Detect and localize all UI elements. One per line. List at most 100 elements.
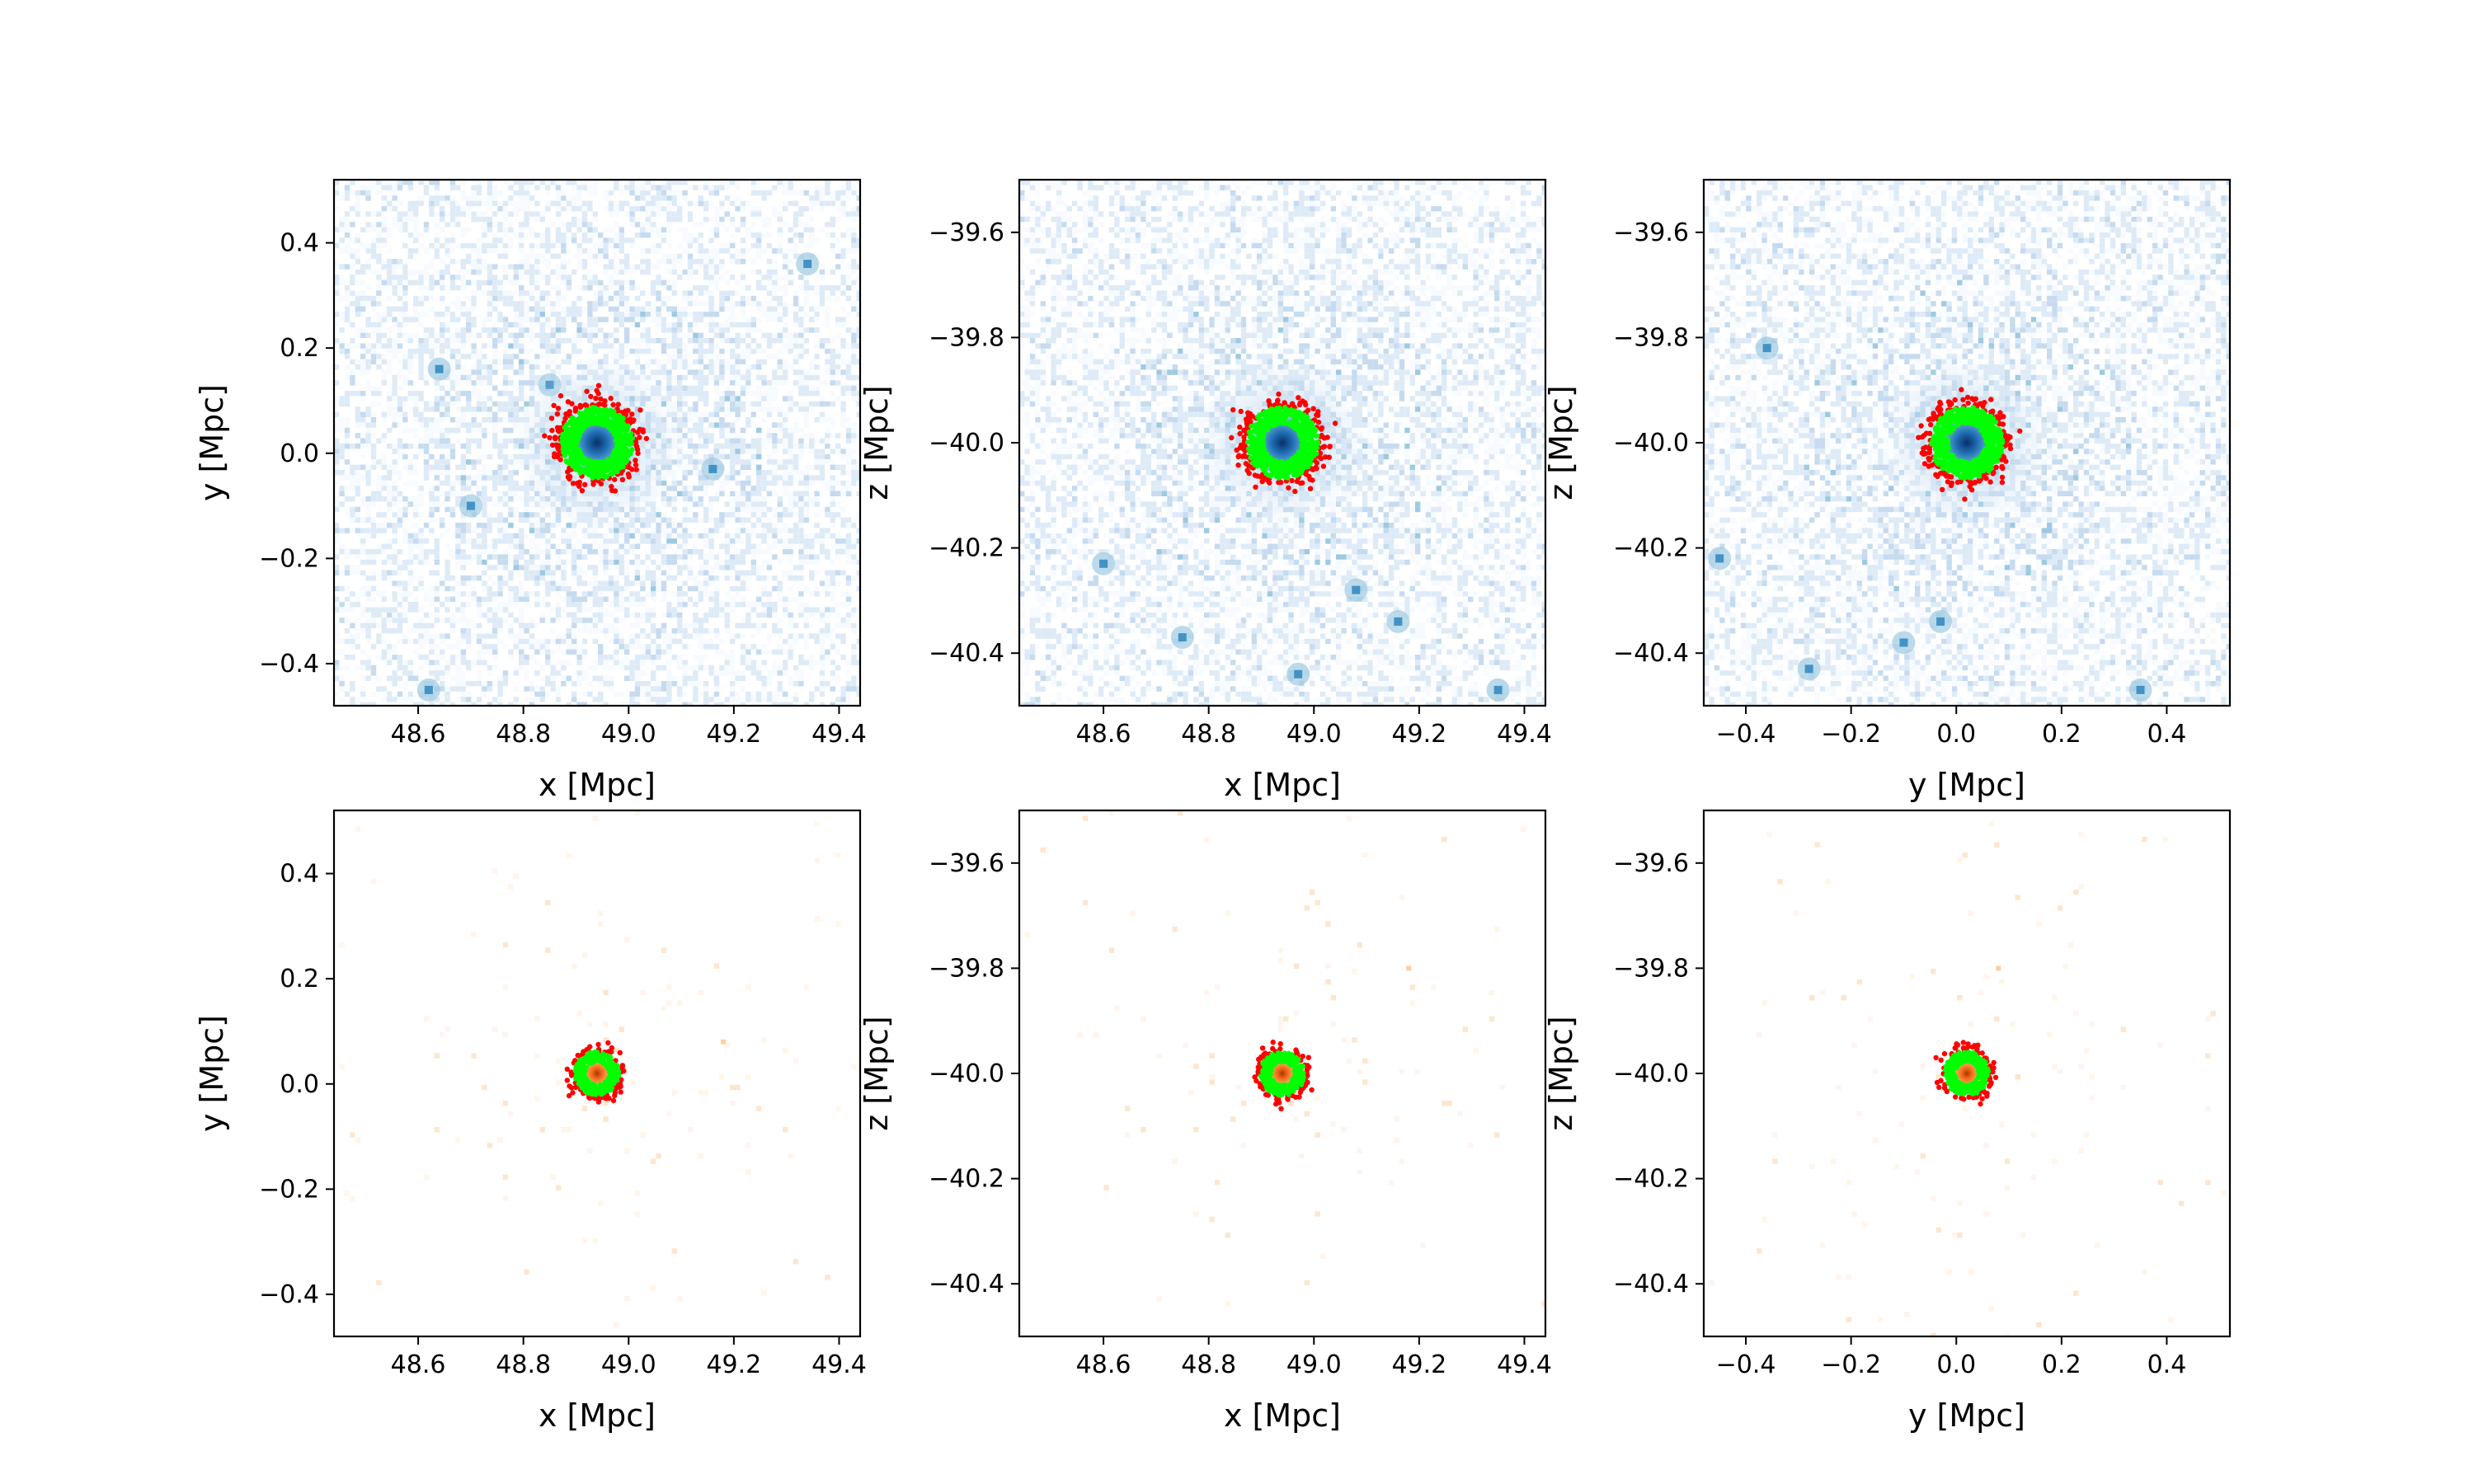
density-cell [608,242,614,249]
density-cell [666,306,672,312]
density-cell [745,517,751,523]
density-cell [365,348,371,355]
density-cell [381,486,387,491]
density-cell [825,380,830,386]
density-cell [698,396,703,402]
density-cell [783,438,788,444]
density-cell [772,512,778,518]
density-cell [455,491,461,496]
density-cell [407,253,413,259]
density-cell [614,554,619,560]
density-cell [766,396,773,402]
density-cell [440,575,445,581]
density-cell [851,259,857,265]
density-cell [355,433,360,439]
density-cell [555,253,562,259]
density-cell [750,211,756,217]
density-cell [598,554,604,560]
density-cell [740,237,746,243]
density-cell [449,585,456,592]
density-cell [566,200,571,206]
density-cell [476,491,482,496]
density-cell [645,338,651,344]
density-cell [783,475,788,481]
density-cell [814,327,820,333]
density-cell [397,359,403,364]
density-cell [687,200,694,206]
density-cell [735,253,741,259]
density-cell [370,322,377,328]
density-cell [418,417,424,423]
density-cell [360,612,366,618]
density-cell [444,512,450,518]
density-cell [497,565,503,571]
density-cell [851,301,857,307]
density-cell [624,200,630,206]
density-cell [360,343,366,349]
density-cell [777,332,783,338]
density-cell [724,612,730,618]
density-cell [381,559,387,566]
density-cell [624,565,630,571]
density-cell [698,591,703,597]
density-cell [381,185,387,190]
density-cell [788,512,793,518]
density-cell [845,190,852,196]
density-cell [598,232,604,238]
density-cell [581,185,588,190]
density-cell [677,570,683,575]
density-cell [698,359,703,364]
density-cell [534,359,540,364]
density-cell [740,385,746,391]
density-cell [719,295,725,302]
density-cell [423,459,430,465]
density-cell [334,533,340,539]
density-cell [587,533,593,539]
density-cell [693,317,698,322]
density-cell [735,227,741,232]
density-cell [576,596,582,602]
density-cell [519,200,524,206]
density-cell [856,559,860,566]
density-cell [487,295,492,302]
density-cell [703,480,709,486]
density-cell [492,301,498,307]
density-cell [825,570,830,575]
density-cell [370,222,377,228]
density-cell [677,396,683,402]
density-cell [413,480,419,486]
density-cell [793,470,799,476]
density-cell [713,206,720,212]
density-cell [840,602,846,608]
density-cell [608,585,614,592]
density-cell [550,285,556,291]
density-cell [492,290,498,296]
density-cell [519,554,524,560]
density-cell [851,543,857,549]
density-cell [418,444,424,449]
density-cell [434,427,440,434]
density-cell [608,612,614,618]
density-cell [492,549,498,555]
density-cell [508,211,514,217]
density-cell [334,264,340,270]
density-cell [534,264,540,270]
density-cell [608,279,614,285]
density-cell [413,538,419,544]
density-cell [355,364,360,370]
density-cell [418,348,424,355]
density-cell [835,295,841,302]
density-cell [777,517,783,523]
density-cell [539,242,545,249]
density-cell [592,227,598,232]
density-cell [370,618,377,623]
density-cell [449,453,456,460]
density-cell [482,290,487,296]
density-cell [402,607,408,613]
density-cell [449,195,456,201]
density-cell [645,607,651,613]
density-cell [397,411,403,417]
density-cell [587,580,593,586]
density-cell [407,185,413,190]
density-cell [519,306,524,312]
